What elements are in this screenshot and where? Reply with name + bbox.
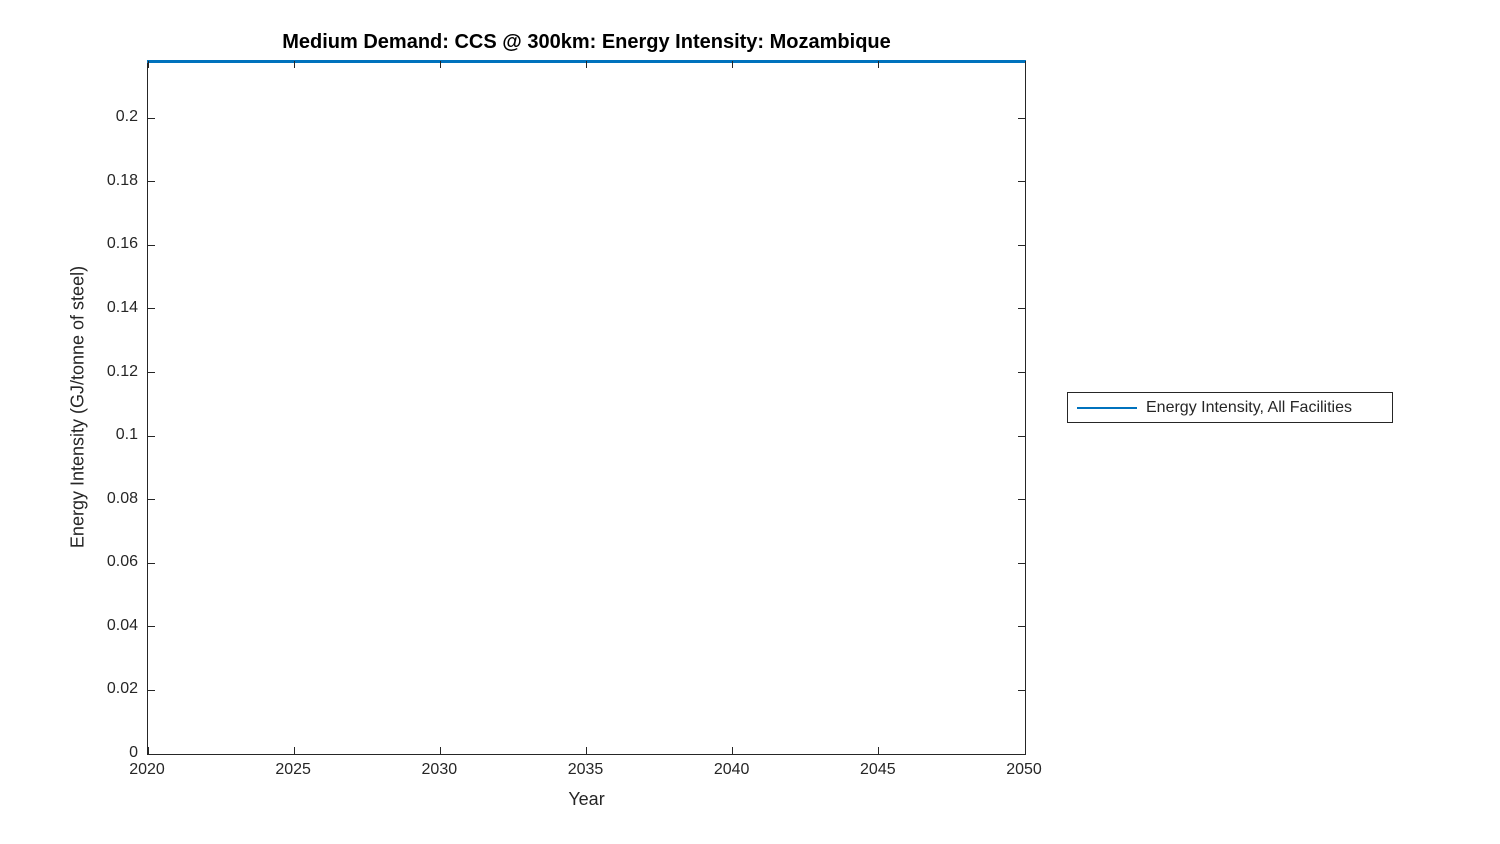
x-axis-tick [1024,747,1026,754]
x-axis-tick-top [293,61,295,68]
y-axis-tick [148,626,155,628]
y-axis-tick-right [1018,689,1025,691]
y-tick-label: 0.08 [106,489,138,507]
x-axis-tick [732,747,734,754]
x-axis-tick-top [732,61,734,68]
x-axis-tick [586,747,587,754]
y-tick-label: 0.02 [106,680,138,698]
y-tick-label: 0.2 [115,108,138,126]
y-axis-tick-right [1018,244,1025,246]
x-axis-tick-top [147,61,149,68]
y-axis-tick [148,435,155,437]
x-tick-label: 2045 [860,761,896,778]
y-axis-tick [148,308,155,310]
y-axis-tick-right [1018,753,1025,755]
y-tick-label: 0.04 [106,616,138,634]
y-axis-tick [148,372,155,374]
x-axis-tick-top [1024,61,1026,68]
legend-line-sample [1077,406,1137,409]
y-axis-tick-right [1018,181,1025,183]
y-axis-tick [148,181,155,183]
x-tick-label: 2035 [567,761,604,778]
y-axis-tick [148,244,155,246]
chart-title: Medium Demand: CCS @ 300km: Energy Inten… [282,31,891,53]
x-axis-tick-top [586,61,587,68]
y-tick-label: 0.12 [106,362,138,380]
y-tick-label: 0.1 [115,426,138,444]
x-axis-tick [293,747,295,754]
y-axis-tick [148,689,155,691]
y-axis-tick-right [1018,499,1025,501]
y-tick-label: 0 [129,744,138,761]
x-tick-label: 2030 [421,761,458,778]
y-axis-tick [148,753,155,755]
y-axis-tick-right [1018,562,1025,564]
y-tick-label: 0.16 [106,235,138,253]
legend-box: Energy Intensity, All Facilities [1067,392,1393,423]
x-axis-tick [439,747,441,754]
y-axis-tick-right [1018,308,1025,310]
x-axis-label: Year [568,789,605,809]
y-axis-tick-right [1018,626,1025,628]
y-axis-tick-right [1018,372,1025,374]
y-tick-label: 0.18 [106,171,138,189]
x-axis-tick-top [439,61,441,68]
plot-area [147,60,1026,755]
y-tick-label: 0.14 [106,298,138,316]
x-axis-tick [878,747,880,754]
x-tick-label: 2020 [129,761,165,778]
y-tick-label: 0.06 [106,553,138,571]
y-axis-tick [148,499,155,501]
plot-inner [147,60,1026,755]
y-axis-tick [148,117,155,119]
x-axis-tick [147,747,149,754]
y-axis-tick [148,562,155,564]
x-tick-label: 2050 [1006,761,1042,778]
x-tick-label: 2025 [275,761,311,778]
x-tick-label: 2040 [713,761,750,778]
y-axis-tick-right [1018,435,1025,437]
legend-entry-label: Energy Intensity, All Facilities [1146,398,1353,416]
x-axis-tick-top [878,61,880,68]
y-axis-tick-right [1018,117,1025,119]
